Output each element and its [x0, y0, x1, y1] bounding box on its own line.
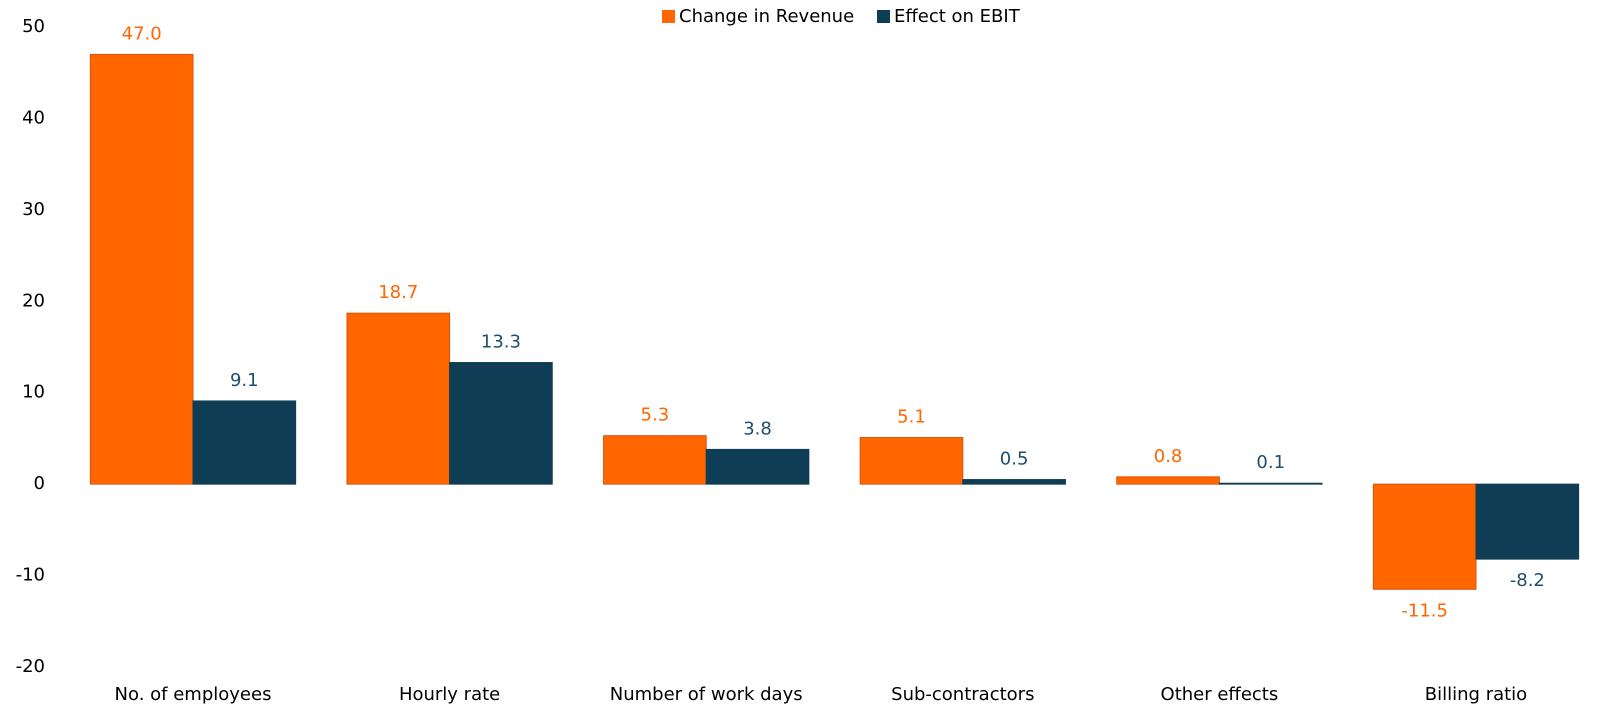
bar — [1116, 476, 1220, 485]
x-tick-label: Billing ratio — [1425, 684, 1527, 705]
bar — [192, 400, 297, 485]
y-tick-label: 30 — [22, 199, 45, 220]
bar — [705, 448, 810, 485]
x-tick-label: Sub-contractors — [891, 684, 1034, 705]
y-tick-label: -10 — [16, 565, 45, 586]
value-label: 5.1 — [897, 407, 926, 428]
value-label: -8.2 — [1510, 570, 1545, 591]
y-tick-label: 50 — [22, 16, 45, 37]
value-label: 3.8 — [743, 418, 772, 439]
y-tick-label: -20 — [16, 656, 45, 677]
y-tick-label: 40 — [22, 107, 45, 128]
bar — [1372, 483, 1477, 590]
y-tick-label: 10 — [22, 382, 45, 403]
x-tick-label: No. of employees — [115, 684, 272, 705]
bar — [449, 362, 553, 485]
value-label: 0.8 — [1154, 446, 1183, 467]
bar — [1218, 482, 1323, 485]
y-tick-label: 0 — [34, 473, 45, 494]
value-label: 5.3 — [641, 405, 670, 426]
legend-label: Effect on EBIT — [894, 6, 1021, 27]
value-label: 0.5 — [1000, 449, 1029, 470]
value-label: 18.7 — [378, 282, 418, 303]
y-tick-label: 20 — [22, 290, 45, 311]
value-label: 47.0 — [122, 23, 162, 44]
legend-label: Change in Revenue — [679, 6, 854, 27]
value-label: 13.3 — [481, 332, 521, 353]
value-label: -11.5 — [1401, 600, 1448, 621]
value-label: 9.1 — [230, 370, 259, 391]
x-tick-label: Hourly rate — [399, 684, 500, 705]
bar — [1475, 483, 1580, 560]
x-tick-label: Number of work days — [610, 684, 803, 705]
legend-swatch — [662, 10, 675, 23]
x-tick-label: Other effects — [1161, 684, 1279, 705]
value-label: 0.1 — [1256, 452, 1285, 473]
bar — [346, 312, 451, 485]
bar — [89, 53, 194, 485]
bar — [859, 437, 964, 485]
legend-swatch — [877, 10, 890, 23]
bar — [962, 479, 1066, 485]
bar — [603, 435, 707, 485]
